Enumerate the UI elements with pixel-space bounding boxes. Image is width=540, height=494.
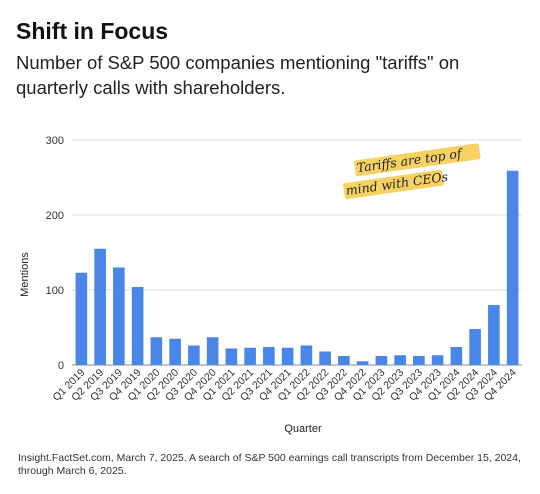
bar <box>113 267 125 365</box>
bar <box>450 347 463 365</box>
bar <box>356 361 369 365</box>
bar <box>375 356 388 365</box>
bar <box>263 347 275 365</box>
bar <box>206 337 219 365</box>
bar <box>169 338 181 365</box>
y-tick-label: 300 <box>46 135 64 147</box>
bar <box>338 356 350 365</box>
bar <box>94 248 106 365</box>
bar <box>431 355 444 365</box>
bar <box>300 345 313 365</box>
bar <box>488 305 500 365</box>
bar <box>394 355 406 365</box>
y-tick-label: 100 <box>46 285 64 297</box>
chart-title: Shift in Focus <box>16 18 169 44</box>
bar <box>469 329 481 365</box>
bar <box>75 272 88 365</box>
x-axis-title: Quarter <box>284 423 322 435</box>
y-axis-title: Mentions <box>19 252 31 297</box>
source-note: Insight.FactSet.com, March 7, 2025. A se… <box>18 452 521 477</box>
bar <box>281 347 294 365</box>
y-tick-label: 0 <box>58 360 64 372</box>
bar <box>188 345 200 365</box>
bar <box>506 170 519 365</box>
bar <box>225 348 238 365</box>
bar <box>319 351 331 365</box>
y-tick-label: 200 <box>46 210 64 222</box>
bar <box>150 337 163 365</box>
bar <box>413 356 425 365</box>
bar <box>244 347 256 365</box>
bar <box>131 287 144 365</box>
chart-subtitle: Number of S&P 500 companies mentioning "… <box>16 52 460 98</box>
